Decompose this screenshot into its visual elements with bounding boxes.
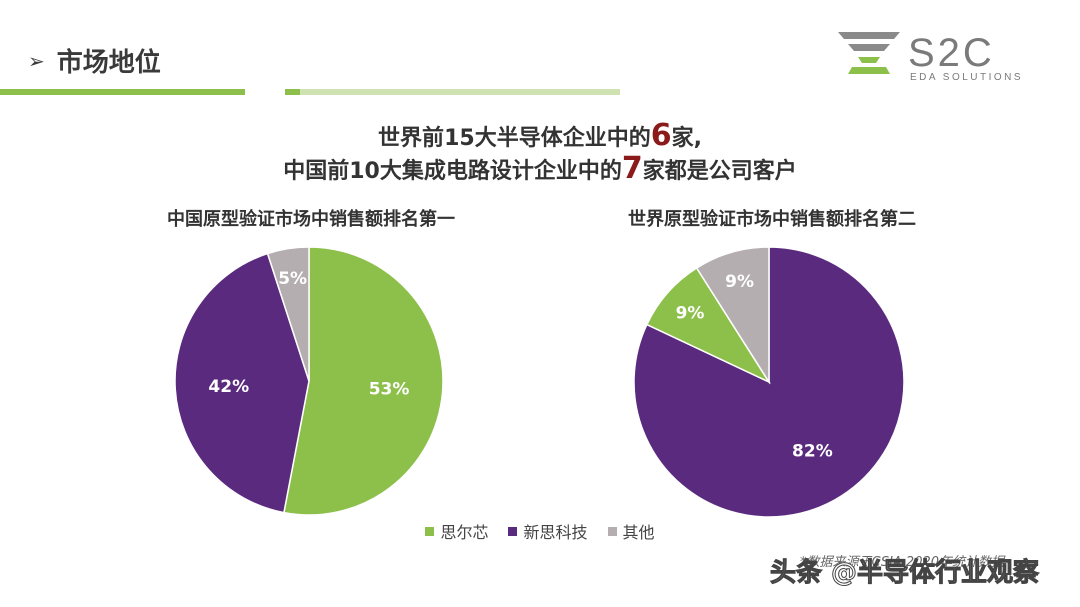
headline-text: 大半导体企业中的 [474, 126, 651, 151]
pie-chart-china: 53% 42% 5% [174, 246, 444, 516]
chart-legend: 思尔芯 新思科技 其他 [0, 519, 1080, 543]
pie-data-label: 5% [278, 269, 307, 289]
legend-label: 思尔芯 [440, 523, 489, 542]
headline-line-2: 中国前10大集成电路设计企业中的7家都是公司客户 [0, 151, 1080, 186]
pie-slice-1 [174, 252, 310, 514]
headline-text: 家, [671, 126, 702, 151]
s2c-logo: S2C EDA SOLUTIONS [838, 31, 1023, 83]
legend-label: 其他 [622, 523, 655, 542]
pie-data-label: 9% [676, 303, 705, 323]
legend-swatch [607, 526, 617, 536]
legend-item-s2c: 思尔芯 [425, 519, 488, 543]
svg-text:EDA SOLUTIONS: EDA SOLUTIONS [910, 72, 1023, 83]
headline-text: 世界前 [378, 126, 445, 151]
chart-title-china: 中国原型验证市场中销售额排名第一 [167, 209, 455, 230]
data-source-footnote: *数据来源于CSIA 2020年统计数据 [800, 555, 1005, 570]
arrow-icon: ➢ [28, 48, 45, 73]
headline-highlight: 7 [621, 151, 643, 186]
page-title-text: 市场地位 [56, 48, 161, 78]
legend-item-others: 其他 [607, 519, 655, 543]
pie-chart-world: 82% 9% 9% [633, 246, 905, 518]
legend-swatch [508, 526, 518, 536]
headline-text: 中国前 [283, 159, 350, 184]
pie-data-label: 82% [792, 441, 833, 461]
legend-swatch [425, 526, 435, 536]
legend-item-synopsys: 新思科技 [508, 519, 588, 543]
headline-text: 家都是公司客户 [642, 159, 797, 184]
page-title: ➢ 市场地位 [28, 42, 161, 79]
pie-data-label: 9% [725, 272, 754, 292]
headline-number: 15 [444, 126, 475, 151]
pie-slice-2 [266, 246, 310, 382]
svg-text:S2C: S2C [908, 31, 995, 75]
headline-highlight: 6 [650, 118, 672, 153]
headline-line-1: 世界前15大半导体企业中的6家, [0, 118, 1080, 153]
pie-slice-0 [283, 246, 444, 516]
pie-data-label: 42% [208, 377, 249, 397]
header-divider [0, 89, 620, 95]
legend-label: 新思科技 [523, 523, 588, 542]
headline-text: 大集成电路设计企业中的 [379, 159, 622, 184]
headline-number: 10 [349, 159, 380, 184]
chart-title-world: 世界原型验证市场中销售额排名第二 [628, 209, 916, 230]
pie-data-label: 53% [369, 380, 410, 400]
watermark: 头条 @半导体行业观察 [769, 558, 1040, 589]
pie-slice-2 [695, 246, 770, 385]
